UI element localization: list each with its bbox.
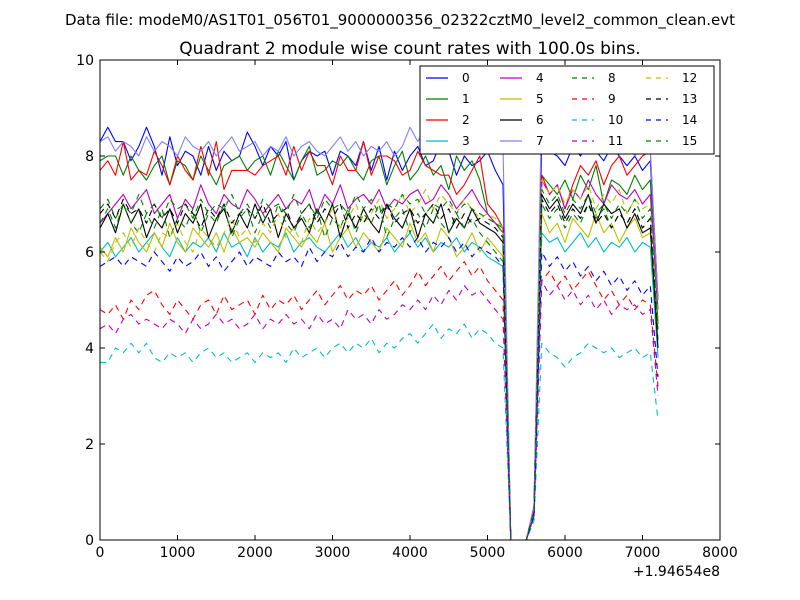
- x-tick-label: 8000: [702, 545, 738, 561]
- legend-label-11: 11: [608, 134, 623, 148]
- x-tick-label: 3000: [315, 545, 351, 561]
- series-line-6: [100, 193, 659, 540]
- x-tick-label: 1000: [160, 545, 196, 561]
- legend-label-8: 8: [608, 71, 616, 85]
- chart-suptitle: Data file: modeM0/AS1T01_056T01_90000003…: [65, 11, 735, 30]
- series-line-9: [100, 261, 659, 540]
- series-line-11: [100, 280, 659, 540]
- y-tick-label: 6: [85, 245, 94, 261]
- x-tick-label: 0: [96, 545, 105, 561]
- series-line-4: [100, 179, 659, 540]
- y-tick-label: 10: [76, 53, 94, 69]
- legend-label-7: 7: [536, 134, 544, 148]
- legend-label-4: 4: [536, 71, 544, 85]
- legend-label-3: 3: [462, 134, 470, 148]
- series-line-15: [100, 189, 659, 540]
- series-layer: [100, 97, 659, 540]
- legend-label-12: 12: [682, 71, 697, 85]
- series-line-13: [100, 198, 659, 540]
- legend-label-15: 15: [682, 134, 697, 148]
- legend-label-5: 5: [536, 92, 544, 106]
- y-tick-label: 2: [85, 437, 94, 453]
- legend-frame: [419, 65, 715, 155]
- x-tick-label: 4000: [392, 545, 428, 561]
- series-line-0: [100, 126, 659, 540]
- legend-label-14: 14: [682, 113, 697, 127]
- legend-label-13: 13: [682, 92, 697, 106]
- legend-label-9: 9: [608, 92, 616, 106]
- chart-title: Quadrant 2 module wise count rates with …: [179, 39, 640, 59]
- legend-label-2: 2: [462, 113, 470, 127]
- y-tick-label: 8: [85, 149, 94, 165]
- x-tick-label: 7000: [625, 545, 661, 561]
- legend-label-10: 10: [608, 113, 623, 127]
- series-line-5: [100, 213, 659, 540]
- legend-label-1: 1: [462, 92, 470, 106]
- legend-label-6: 6: [536, 113, 544, 127]
- series-line-8: [100, 203, 659, 540]
- x-tick-label: 2000: [237, 545, 273, 561]
- series-line-3: [100, 232, 659, 540]
- x-tick-label: 5000: [470, 545, 506, 561]
- y-tick-label: 4: [85, 341, 94, 357]
- x-tick-label: 6000: [547, 545, 583, 561]
- series-line-12: [100, 179, 659, 540]
- series-line-10: [100, 323, 659, 540]
- series-line-14: [100, 237, 659, 540]
- x-offset-label: +1.94654e8: [633, 564, 720, 580]
- y-tick-label: 0: [85, 533, 94, 549]
- legend-label-0: 0: [462, 71, 470, 85]
